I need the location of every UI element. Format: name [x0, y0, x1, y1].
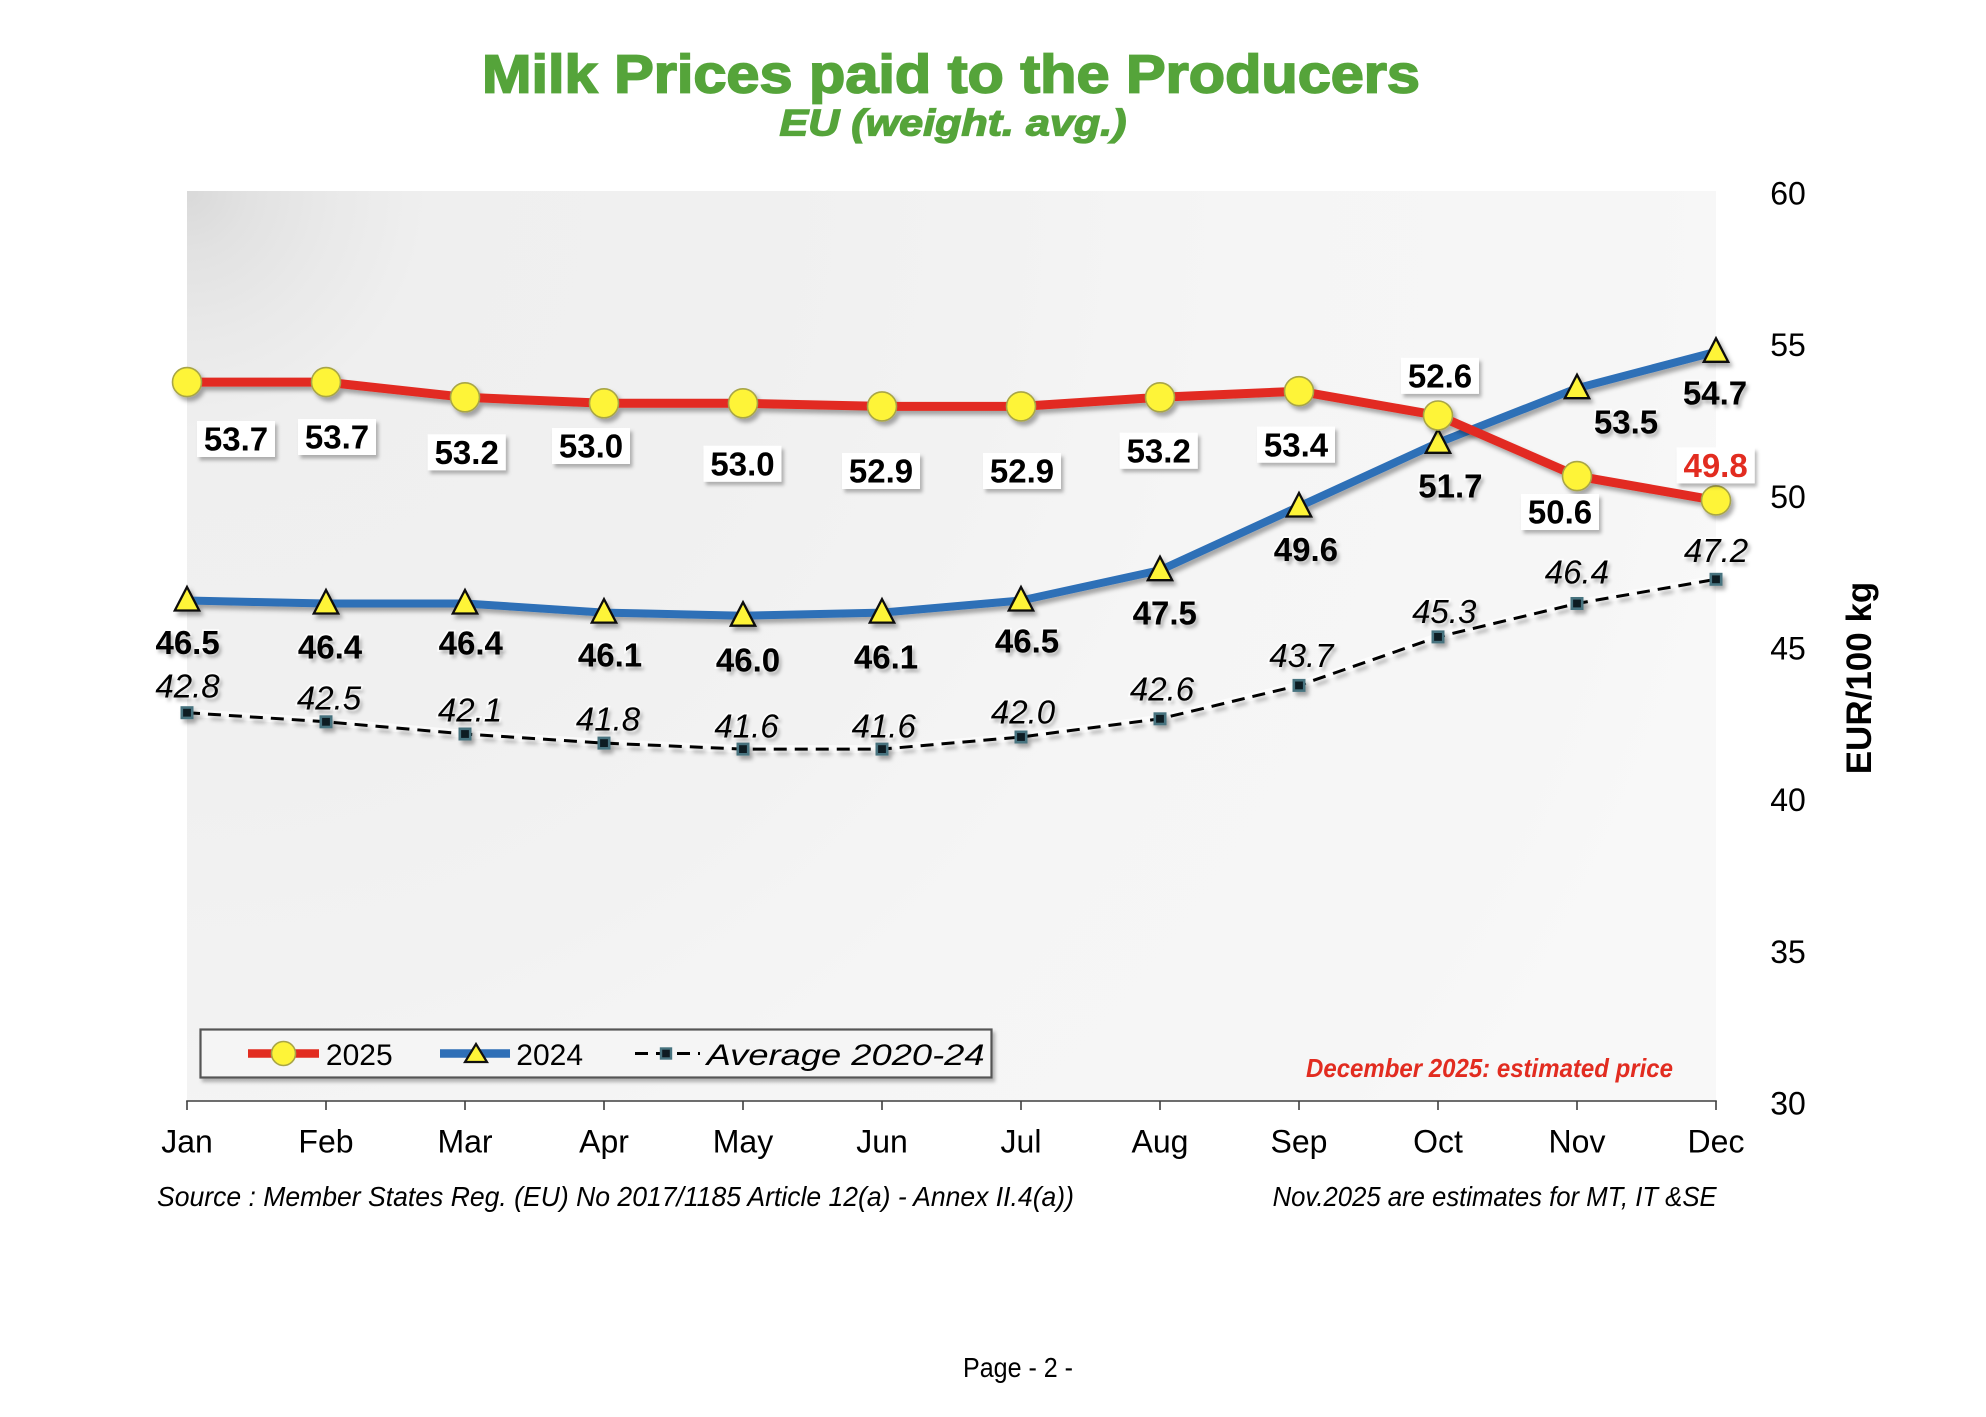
svg-text:46.5: 46.5 — [155, 624, 219, 661]
svg-text:43.7: 43.7 — [1269, 637, 1335, 674]
svg-text:December 2025: estimated price: December 2025: estimated price — [1306, 1053, 1673, 1083]
svg-text:53.5: 53.5 — [1594, 404, 1658, 441]
svg-text:51.7: 51.7 — [1418, 468, 1482, 505]
svg-text:49.8: 49.8 — [1683, 447, 1747, 484]
svg-text:Jan: Jan — [161, 1124, 213, 1160]
svg-text:2025: 2025 — [326, 1039, 393, 1072]
svg-text:52.6: 52.6 — [1408, 358, 1472, 395]
svg-text:43.7: 43.7 — [1269, 637, 1335, 674]
svg-text:42.8: 42.8 — [155, 668, 220, 705]
svg-text:Feb: Feb — [298, 1124, 353, 1160]
svg-text:EU (weight. avg.): EU (weight. avg.) — [780, 103, 1127, 144]
svg-text:42.1: 42.1 — [438, 692, 502, 729]
svg-text:52.9: 52.9 — [990, 453, 1054, 490]
svg-text:EUR/100 kg: EUR/100 kg — [1840, 582, 1879, 775]
svg-text:46.1: 46.1 — [578, 637, 642, 674]
svg-text:42.6: 42.6 — [1130, 670, 1195, 707]
svg-text:Milk Prices paid to the Produc: Milk Prices paid to the Producers — [482, 46, 1420, 105]
svg-text:46.1: 46.1 — [854, 639, 918, 676]
svg-text:50.6: 50.6 — [1528, 494, 1592, 531]
svg-text:41.6: 41.6 — [852, 707, 917, 744]
svg-text:Average 2020-24: Average 2020-24 — [704, 1039, 984, 1072]
svg-text:46.5: 46.5 — [155, 624, 219, 661]
svg-text:45.3: 45.3 — [1412, 593, 1477, 630]
svg-text:Aug: Aug — [1132, 1124, 1189, 1160]
svg-text:46.4: 46.4 — [439, 625, 504, 662]
svg-text:Jul: Jul — [1001, 1124, 1042, 1160]
svg-text:53.2: 53.2 — [435, 434, 499, 471]
svg-text:42.8: 42.8 — [155, 668, 220, 705]
svg-text:47.2: 47.2 — [1684, 532, 1748, 569]
svg-text:Jun: Jun — [856, 1124, 908, 1160]
svg-text:Oct: Oct — [1413, 1124, 1463, 1160]
svg-text:46.1: 46.1 — [854, 639, 918, 676]
svg-text:42.0: 42.0 — [991, 693, 1056, 730]
svg-text:46.4: 46.4 — [298, 629, 363, 666]
svg-text:45: 45 — [1770, 631, 1806, 667]
svg-text:42.1: 42.1 — [438, 692, 502, 729]
svg-text:55: 55 — [1770, 327, 1806, 363]
svg-text:42.5: 42.5 — [297, 680, 362, 717]
svg-text:53.4: 53.4 — [1264, 426, 1329, 463]
svg-text:46.0: 46.0 — [716, 642, 780, 679]
svg-text:42.0: 42.0 — [991, 693, 1056, 730]
svg-text:54.7: 54.7 — [1683, 375, 1747, 412]
svg-text:51.7: 51.7 — [1418, 468, 1482, 505]
svg-text:Source : Member States Reg. (E: Source : Member States Reg. (EU) No 2017… — [157, 1181, 1074, 1212]
svg-text:46.5: 46.5 — [995, 623, 1059, 660]
svg-text:50: 50 — [1770, 479, 1806, 515]
svg-text:46.5: 46.5 — [995, 623, 1059, 660]
svg-text:47.5: 47.5 — [1133, 595, 1197, 632]
svg-text:Nov: Nov — [1549, 1124, 1606, 1160]
svg-text:Dec: Dec — [1688, 1124, 1745, 1160]
svg-text:46.0: 46.0 — [716, 642, 780, 679]
svg-text:60: 60 — [1770, 176, 1806, 212]
svg-text:49.6: 49.6 — [1274, 531, 1338, 568]
svg-text:Mar: Mar — [437, 1124, 492, 1160]
svg-text:May: May — [713, 1124, 773, 1160]
svg-text:53.0: 53.0 — [559, 428, 623, 465]
svg-text:45.3: 45.3 — [1412, 593, 1477, 630]
svg-text:30: 30 — [1770, 1086, 1806, 1122]
svg-text:35: 35 — [1770, 934, 1806, 970]
svg-text:Nov.2025 are estimates for MT,: Nov.2025 are estimates for MT, IT &SE — [1273, 1181, 1717, 1212]
svg-text:42.5: 42.5 — [297, 680, 362, 717]
svg-text:42.6: 42.6 — [1130, 670, 1195, 707]
svg-text:41.8: 41.8 — [576, 701, 641, 738]
svg-text:Apr: Apr — [579, 1124, 629, 1160]
svg-text:47.2: 47.2 — [1684, 532, 1748, 569]
svg-text:53.0: 53.0 — [710, 445, 774, 482]
svg-text:2024: 2024 — [516, 1039, 583, 1072]
svg-text:40: 40 — [1770, 782, 1806, 818]
svg-text:46.1: 46.1 — [578, 637, 642, 674]
svg-text:47.5: 47.5 — [1133, 595, 1197, 632]
svg-text:46.4: 46.4 — [298, 629, 363, 666]
svg-text:54.7: 54.7 — [1683, 375, 1747, 412]
svg-text:53.7: 53.7 — [204, 421, 268, 458]
svg-text:46.4: 46.4 — [439, 625, 504, 662]
svg-text:53.7: 53.7 — [305, 419, 369, 456]
svg-text:53.2: 53.2 — [1127, 432, 1191, 469]
svg-text:Page - 2 -: Page - 2 - — [963, 1352, 1073, 1383]
svg-text:41.8: 41.8 — [576, 701, 641, 738]
svg-text:53.5: 53.5 — [1594, 404, 1658, 441]
svg-text:49.6: 49.6 — [1274, 531, 1338, 568]
svg-text:41.6: 41.6 — [714, 707, 779, 744]
svg-text:46.4: 46.4 — [1545, 554, 1609, 591]
svg-text:41.6: 41.6 — [714, 707, 779, 744]
svg-text:52.9: 52.9 — [849, 453, 913, 490]
svg-text:Sep: Sep — [1271, 1124, 1328, 1160]
svg-text:46.4: 46.4 — [1545, 554, 1609, 591]
svg-text:41.6: 41.6 — [852, 707, 917, 744]
